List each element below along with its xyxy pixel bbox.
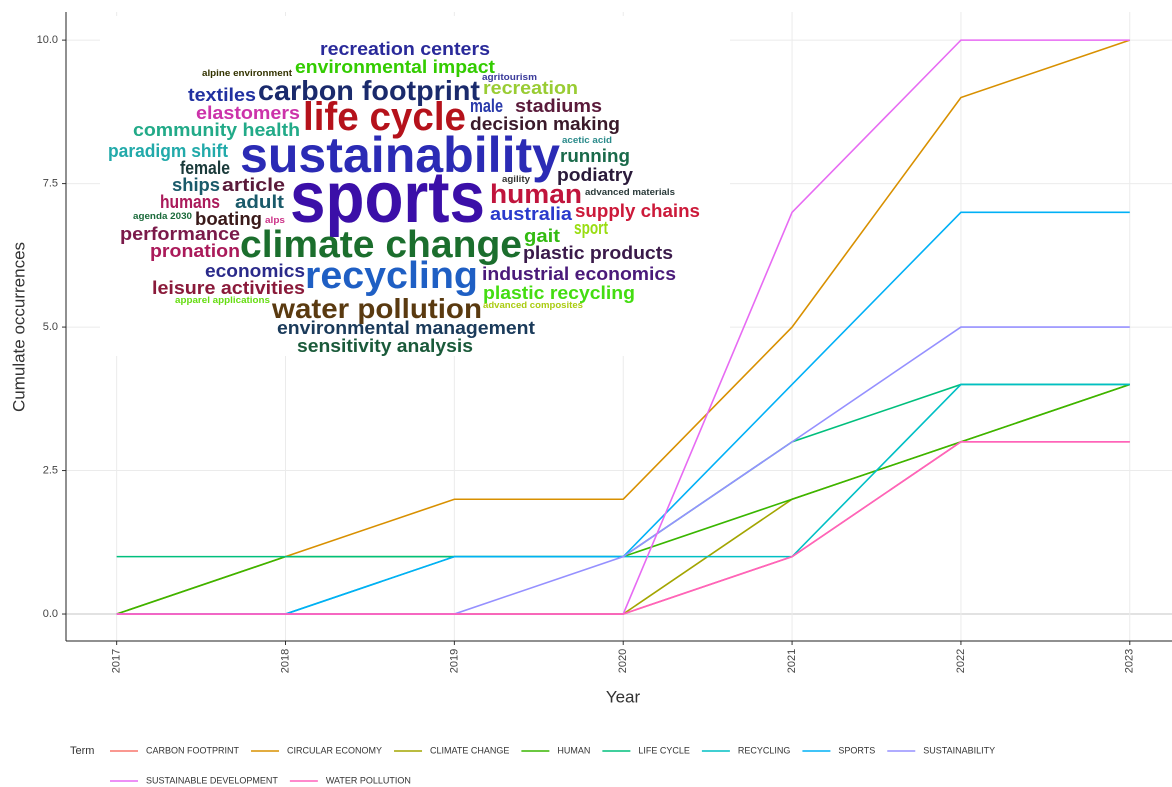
legend-item: SUSTAINABLE DEVELOPMENT	[110, 775, 278, 785]
y-tick-label: 2.5	[43, 464, 58, 476]
word: environmental impact	[295, 57, 495, 77]
word: sustainability	[240, 127, 560, 183]
word: decision making	[470, 114, 620, 134]
word: humans	[160, 192, 220, 212]
word: gait	[524, 226, 560, 246]
word: industrial economics	[482, 264, 676, 284]
word: female	[180, 158, 230, 178]
x-tick-label: 2023	[1124, 649, 1136, 673]
legend-label: LIFE CYCLE	[638, 745, 690, 755]
word: textiles	[188, 85, 256, 105]
x-tick-label: 2022	[955, 649, 967, 673]
word: community health	[133, 120, 300, 140]
legend-item: RECYCLING	[701, 745, 791, 755]
word: paradigm shift	[108, 141, 228, 161]
word: recreation	[483, 78, 578, 98]
word: agenda 2030	[133, 211, 192, 221]
legend-title: Term	[70, 745, 94, 757]
word: alpine environment	[202, 68, 292, 78]
legend-label: CARBON FOOTPRINT	[146, 745, 240, 755]
word: economics	[205, 261, 305, 281]
x-tick-label: 2019	[448, 649, 460, 673]
legend-item: WATER POLLUTION	[289, 775, 411, 785]
word: acetic acid	[562, 135, 612, 145]
y-tick-label: 5.0	[43, 321, 58, 333]
word: agritourism	[482, 72, 537, 82]
word: podiatry	[557, 165, 633, 185]
word: water pollution	[271, 293, 482, 324]
word: male	[470, 96, 503, 116]
word: advanced materials	[585, 187, 675, 197]
legend-item: CARBON FOOTPRINT	[110, 745, 240, 755]
legend-item: LIFE CYCLE	[602, 745, 690, 755]
legend-item: SPORTS	[802, 745, 875, 755]
word: climate change	[240, 224, 522, 266]
word: life cycle	[303, 95, 466, 139]
word: ships	[172, 175, 220, 195]
word-cloud-background	[100, 16, 730, 356]
word: agility	[502, 174, 530, 184]
word: sport	[574, 218, 608, 238]
word: supply chains	[575, 201, 700, 221]
word: environmental management	[277, 318, 535, 338]
legend-label: CLIMATE CHANGE	[430, 745, 509, 755]
word: sports	[290, 158, 485, 238]
word: stadiums	[515, 96, 602, 116]
word: recycling	[305, 255, 478, 297]
y-axis-label: Cumulate occurrences	[9, 242, 28, 412]
legend-label: CIRCULAR ECONOMY	[287, 745, 382, 755]
word: advanced composites	[483, 300, 583, 310]
legend-item: HUMAN	[521, 745, 590, 755]
word: adult	[235, 192, 284, 212]
word: sensitivity analysis	[297, 336, 473, 356]
x-tick-label: 2017	[111, 649, 123, 673]
legend-label: SUSTAINABILITY	[923, 745, 995, 755]
legend-label: WATER POLLUTION	[326, 775, 411, 785]
word: boating	[195, 209, 262, 229]
legend-label: RECYCLING	[738, 745, 791, 755]
word: performance	[120, 224, 240, 244]
x-tick-label: 2021	[786, 649, 798, 673]
word: elastomers	[196, 103, 300, 123]
word: article	[222, 175, 285, 195]
legend-item: CIRCULAR ECONOMY	[251, 745, 382, 755]
word: plastic products	[523, 243, 673, 263]
x-tick-label: 2018	[279, 649, 291, 673]
legend-label: SUSTAINABLE DEVELOPMENT	[146, 775, 278, 785]
word: human	[490, 179, 582, 209]
x-tick-label: 2020	[617, 649, 629, 673]
word: running	[560, 146, 630, 166]
word: apparel applications	[175, 295, 270, 305]
y-tick-label: 10.0	[37, 34, 58, 46]
word: recreation centers	[320, 39, 490, 59]
legend-label: HUMAN	[557, 745, 590, 755]
legend-label: SPORTS	[838, 745, 875, 755]
word: pronation	[150, 241, 240, 261]
x-axis-label: Year	[606, 687, 641, 706]
word: plastic recycling	[483, 283, 635, 303]
legend-item: CLIMATE CHANGE	[394, 745, 509, 755]
legend-item: SUSTAINABILITY	[887, 745, 995, 755]
word: carbon footprint	[258, 75, 480, 106]
word: leisure activities	[152, 278, 305, 298]
word: alps	[265, 215, 285, 225]
word: australia	[490, 204, 573, 224]
series-line	[116, 441, 1130, 615]
y-tick-label: 0.0	[43, 608, 58, 620]
y-tick-label: 7.5	[43, 178, 58, 190]
